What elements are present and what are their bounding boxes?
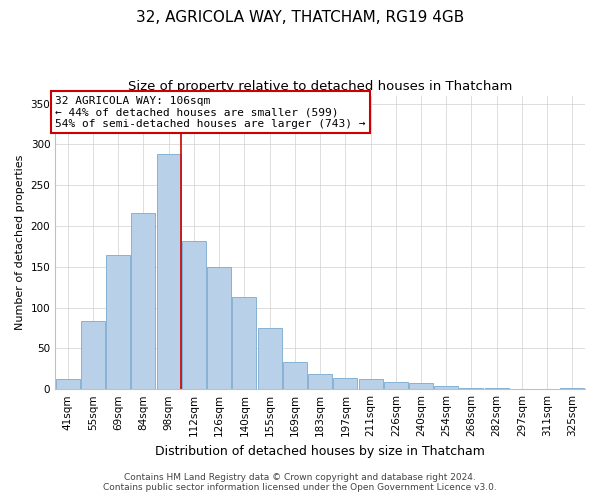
Y-axis label: Number of detached properties: Number of detached properties <box>15 154 25 330</box>
Bar <box>157 154 181 389</box>
X-axis label: Distribution of detached houses by size in Thatcham: Distribution of detached houses by size … <box>155 444 485 458</box>
Bar <box>434 386 458 389</box>
Bar <box>485 388 509 389</box>
Bar <box>232 297 256 389</box>
Bar <box>409 384 433 389</box>
Bar <box>560 388 584 389</box>
Title: Size of property relative to detached houses in Thatcham: Size of property relative to detached ho… <box>128 80 512 93</box>
Text: Contains HM Land Registry data © Crown copyright and database right 2024.
Contai: Contains HM Land Registry data © Crown c… <box>103 473 497 492</box>
Bar <box>359 380 383 389</box>
Bar <box>131 213 155 389</box>
Bar <box>283 362 307 389</box>
Bar <box>334 378 357 389</box>
Bar <box>460 388 484 389</box>
Bar <box>384 382 408 389</box>
Bar <box>106 256 130 389</box>
Bar <box>81 320 105 389</box>
Text: 32, AGRICOLA WAY, THATCHAM, RG19 4GB: 32, AGRICOLA WAY, THATCHAM, RG19 4GB <box>136 10 464 25</box>
Bar <box>207 267 231 389</box>
Text: 32 AGRICOLA WAY: 106sqm
← 44% of detached houses are smaller (599)
54% of semi-d: 32 AGRICOLA WAY: 106sqm ← 44% of detache… <box>55 96 365 129</box>
Bar <box>308 374 332 389</box>
Bar <box>56 380 80 389</box>
Bar <box>257 328 281 389</box>
Bar <box>182 240 206 389</box>
